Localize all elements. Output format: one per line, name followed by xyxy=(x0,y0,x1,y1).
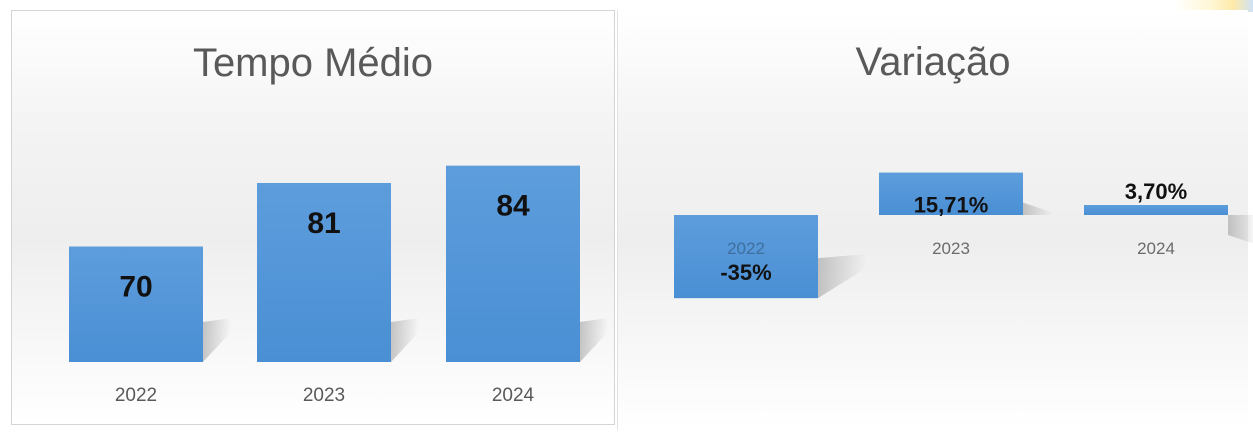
chart-title: Variação xyxy=(855,40,1011,84)
data-label: -35% xyxy=(720,260,771,285)
corner-tab xyxy=(1175,0,1253,12)
bar-shadow xyxy=(818,254,866,299)
data-label: 70 xyxy=(119,271,152,304)
x-tick-label: 2024 xyxy=(1137,239,1175,258)
data-label: 3,70% xyxy=(1125,179,1187,204)
x-tick-label: 2023 xyxy=(932,239,970,258)
plot-area: 70 2022 81 2023 84 2024 xyxy=(69,165,608,406)
bar-shadow xyxy=(1228,215,1253,244)
chart-tempo-medio: Tempo Médio 70 2022 81 2023 84 2024 xyxy=(11,10,615,425)
bar-shadow xyxy=(391,318,419,362)
bar-2023 xyxy=(257,182,391,362)
data-label: 15,71% xyxy=(914,193,989,218)
bar-2022 xyxy=(69,246,203,362)
x-tick-label: 2022 xyxy=(727,239,765,258)
bar-shadow xyxy=(203,318,231,362)
bar-shadow xyxy=(1023,202,1053,215)
bar-2023 xyxy=(879,172,1023,215)
bar-shadow xyxy=(580,318,608,362)
chart-title: Tempo Médio xyxy=(192,41,434,85)
bar-2022 xyxy=(674,215,818,299)
x-tick-label: 2022 xyxy=(115,385,157,406)
data-label: 81 xyxy=(307,207,340,240)
chart-variacao: Variação -35% 2022 15,71% 2023 3,70% 2024 xyxy=(617,10,1253,430)
bar-2024 xyxy=(446,165,580,362)
bar-2024 xyxy=(1084,205,1228,215)
x-tick-label: 2024 xyxy=(492,385,535,406)
plot-area: -35% 2022 15,71% 2023 3,70% 2024 xyxy=(674,172,1253,299)
x-tick-label: 2023 xyxy=(303,385,345,406)
data-label: 84 xyxy=(496,190,530,223)
